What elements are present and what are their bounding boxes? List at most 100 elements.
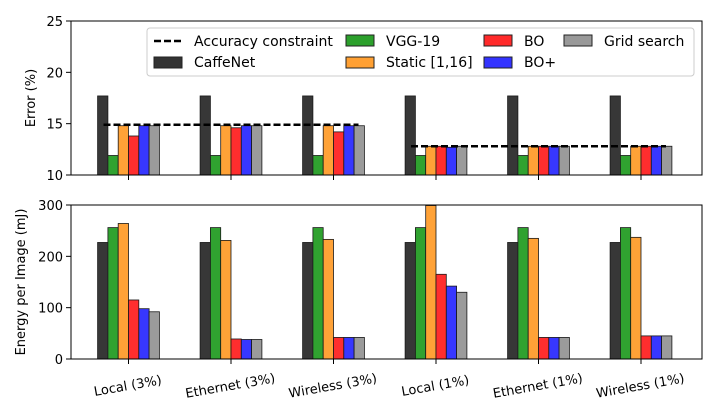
energy-bar-bo-wireless-3 <box>333 337 345 360</box>
error-y-tick-label: 15 <box>46 118 63 133</box>
error-panel: 10 15 20 25 Error (%) Accuracy constraint C… <box>24 15 703 184</box>
legend-swatch-vgg19 <box>345 34 375 47</box>
energy-y-axis: 0 100 200 300 <box>38 199 71 368</box>
energy-bar-caffenet-local-1 <box>404 242 416 360</box>
error-bar-static-1-16-local-3 <box>117 125 129 176</box>
legend-label-boplus: BO+ <box>524 55 556 71</box>
energy-y-tick-label: 100 <box>38 302 63 317</box>
energy-bar-bo-ethernet-1 <box>538 337 550 360</box>
energy-bar-static-1-16-local-1 <box>425 205 437 360</box>
error-bar-static-1-16-ethernet-3 <box>220 125 232 176</box>
energy-y-tick-label: 300 <box>38 199 63 214</box>
energy-bar-grid-search-ethernet-1 <box>558 337 570 360</box>
error-bar-bo-ethernet-3 <box>230 127 242 176</box>
energy-bar-vgg-19-wireless-1 <box>620 227 632 360</box>
energy-bar-static-1-16-ethernet-1 <box>527 237 539 360</box>
energy-bar-static-1-16-wireless-3 <box>322 238 334 360</box>
error-bar-grid-search-local-1 <box>456 145 468 176</box>
error-y-tick-label: 10 <box>46 169 63 184</box>
energy-plot-frame <box>70 204 703 360</box>
energy-bar-vgg-19-wireless-3 <box>312 227 324 360</box>
energy-bar-caffenet-local-3 <box>97 242 109 360</box>
energy-bar-grid-search-wireless-3 <box>353 337 365 360</box>
legend-label-vgg19: VGG-19 <box>386 34 440 50</box>
error-bar-bo-local-1 <box>445 146 457 176</box>
error-bar-vgg-19-ethernet-3 <box>209 155 222 176</box>
error-bar-vgg-19-local-3 <box>107 155 119 176</box>
legend-label-bo: BO <box>524 34 544 50</box>
energy-y-axis-label: Energy per Image (mJ) <box>14 209 29 356</box>
x-tick-label-local-1: Local (1%) <box>400 373 470 400</box>
error-bar-bo-local-3 <box>138 125 150 176</box>
energy-bar-vgg-19-local-1 <box>414 227 427 360</box>
error-bar-caffenet-local-1 <box>404 95 416 176</box>
energy-bars <box>97 205 673 360</box>
energy-bar-bo-wireless-3 <box>343 337 355 360</box>
energy-bar-bo-local-3 <box>138 308 150 360</box>
error-bar-bo-ethernet-3 <box>240 125 253 176</box>
legend-swatch-bo <box>483 34 513 47</box>
error-bar-static-1-16-wireless-3 <box>322 125 334 176</box>
error-bar-static-1-16-wireless-1 <box>630 145 642 176</box>
error-bar-bo-wireless-1 <box>640 145 652 176</box>
error-bar-grid-search-ethernet-3 <box>251 125 263 176</box>
x-tick-label-wireless-1: Wireless (1%) <box>595 371 686 401</box>
accuracy-constraint-lines <box>103 123 666 148</box>
energy-bar-grid-search-local-3 <box>148 311 160 360</box>
energy-panel: 0 100 200 300 Local (3%) Ethernet (3%) Wirele… <box>14 199 703 402</box>
legend-swatch-caffenet <box>153 56 183 69</box>
error-plot-frame <box>70 20 703 176</box>
energy-bar-bo-wireless-1 <box>640 335 652 360</box>
energy-y-tick-label: 0 <box>55 353 63 368</box>
error-bars <box>97 95 673 176</box>
error-bar-grid-search-local-3 <box>148 125 160 176</box>
energy-x-axis: Local (3%) Ethernet (3%) Wireless (3%) Loca… <box>93 359 686 402</box>
legend-frame <box>146 27 695 77</box>
x-tick-label-ethernet-3: Ethernet (3%) <box>184 371 276 402</box>
energy-bar-static-1-16-wireless-1 <box>630 236 642 360</box>
legend-label-grid: Grid search <box>604 34 684 50</box>
legend-label-static: Static [1,16] <box>386 55 473 71</box>
error-bar-grid-search-ethernet-1 <box>558 145 570 176</box>
energy-bar-bo-ethernet-3 <box>230 338 242 360</box>
error-bar-bo-local-3 <box>128 135 140 176</box>
energy-bar-vgg-19-ethernet-1 <box>517 227 529 360</box>
energy-bar-grid-search-local-1 <box>456 291 468 360</box>
error-bar-vgg-19-wireless-3 <box>312 155 324 176</box>
energy-y-tick-label: 200 <box>38 250 63 265</box>
error-bar-caffenet-local-3 <box>97 95 109 176</box>
error-bar-bo-wireless-1 <box>650 145 662 176</box>
energy-bar-caffenet-ethernet-1 <box>507 242 519 360</box>
error-bar-static-1-16-local-1 <box>425 145 437 176</box>
error-bar-grid-search-wireless-1 <box>661 145 673 176</box>
energy-bar-bo-ethernet-1 <box>548 337 560 360</box>
error-bar-bo-wireless-3 <box>333 131 345 176</box>
x-tick-label-ethernet-1: Ethernet (1%) <box>492 371 584 402</box>
error-y-tick-label: 20 <box>46 66 63 81</box>
energy-bar-static-1-16-local-3 <box>117 223 129 360</box>
error-x-ticks <box>128 175 642 180</box>
legend-swatch-grid <box>563 34 593 47</box>
x-tick-label-wireless-3: Wireless (3%) <box>288 371 379 401</box>
energy-bar-static-1-16-ethernet-3 <box>220 240 232 360</box>
error-bar-bo-local-1 <box>435 145 447 176</box>
energy-bar-caffenet-ethernet-3 <box>199 242 211 360</box>
error-bar-vgg-19-ethernet-1 <box>517 155 529 176</box>
legend-swatch-boplus <box>483 56 513 69</box>
error-bar-caffenet-ethernet-3 <box>199 95 211 176</box>
energy-bar-caffenet-wireless-3 <box>302 242 314 360</box>
error-y-axis-label: Error (%) <box>24 69 39 127</box>
energy-bar-bo-wireless-1 <box>650 335 662 360</box>
error-bar-static-1-16-ethernet-1 <box>527 145 539 176</box>
legend-constraint-label: Accuracy constraint <box>194 34 333 50</box>
error-bar-grid-search-wireless-3 <box>353 125 365 176</box>
error-bar-caffenet-wireless-1 <box>609 95 621 176</box>
energy-bar-grid-search-ethernet-3 <box>251 339 263 360</box>
error-bar-caffenet-ethernet-1 <box>507 95 519 176</box>
energy-bar-caffenet-wireless-1 <box>609 242 621 360</box>
legend-label-caffenet: CaffeNet <box>194 55 256 71</box>
error-y-tick-label: 25 <box>46 15 63 30</box>
error-bar-bo-ethernet-1 <box>548 145 560 176</box>
legend: Accuracy constraint CaffeNet VGG-19 Stat… <box>146 27 695 77</box>
